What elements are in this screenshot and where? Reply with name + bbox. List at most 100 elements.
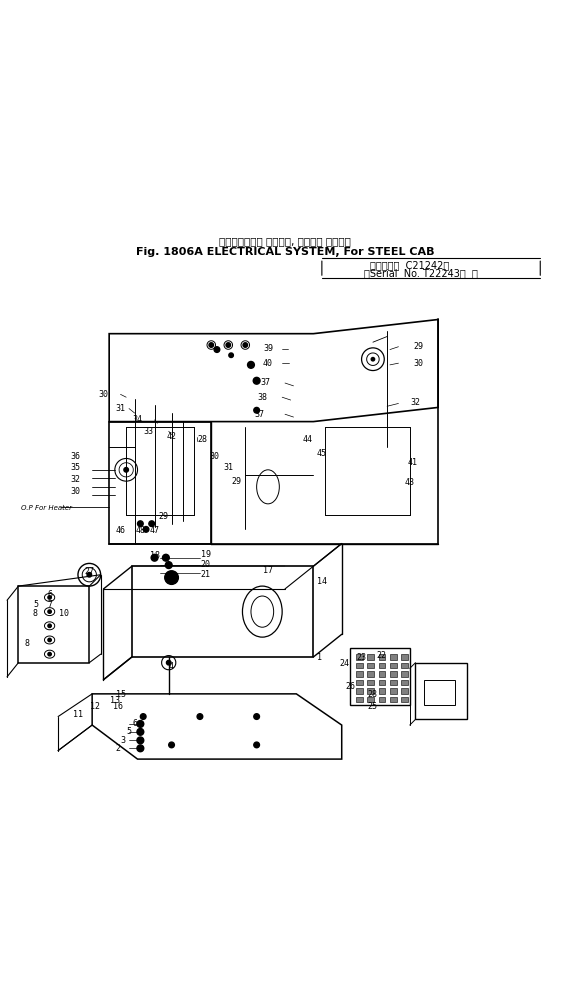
- Text: 33: 33: [144, 426, 154, 435]
- Circle shape: [166, 661, 171, 666]
- Text: 39: 39: [263, 344, 273, 353]
- Text: 31: 31: [223, 463, 233, 472]
- Text: 14: 14: [317, 577, 327, 586]
- Circle shape: [209, 343, 214, 348]
- Text: 23: 23: [357, 653, 367, 662]
- Text: 18: 18: [149, 551, 160, 560]
- Circle shape: [165, 562, 172, 569]
- Bar: [390, 688, 397, 694]
- Bar: [378, 697, 385, 703]
- Text: 34: 34: [132, 415, 142, 424]
- Bar: [356, 663, 363, 669]
- Text: （Serial  No. T22243～  ）: （Serial No. T22243～ ）: [364, 268, 478, 278]
- Text: 6: 6: [47, 590, 52, 599]
- Bar: [390, 671, 397, 677]
- Circle shape: [254, 742, 259, 748]
- Text: （適用号機  C21242～: （適用号機 C21242～: [370, 259, 449, 269]
- Circle shape: [149, 522, 154, 527]
- Text: 15: 15: [116, 689, 125, 699]
- Bar: [378, 655, 385, 661]
- Text: 45: 45: [317, 449, 327, 458]
- Bar: [356, 688, 363, 694]
- Text: 43: 43: [405, 477, 415, 486]
- Text: 31: 31: [116, 403, 125, 412]
- Text: 46: 46: [116, 526, 125, 534]
- Bar: [378, 680, 385, 685]
- Bar: [356, 680, 363, 685]
- Circle shape: [137, 738, 144, 744]
- Circle shape: [137, 721, 144, 728]
- Circle shape: [48, 624, 51, 628]
- Circle shape: [137, 729, 144, 736]
- Circle shape: [48, 639, 51, 642]
- Text: 2: 2: [115, 743, 120, 752]
- Circle shape: [371, 358, 374, 362]
- Text: 30: 30: [99, 389, 108, 398]
- Text: 6: 6: [132, 718, 137, 727]
- Text: 29: 29: [413, 341, 424, 350]
- Text: 4: 4: [169, 662, 174, 670]
- Text: 44: 44: [303, 435, 313, 444]
- Text: 3: 3: [121, 735, 126, 744]
- Circle shape: [87, 573, 92, 578]
- Text: 28: 28: [198, 435, 207, 444]
- Text: 1: 1: [316, 653, 321, 662]
- Text: 29: 29: [158, 511, 168, 521]
- Circle shape: [229, 354, 233, 358]
- Circle shape: [226, 343, 230, 348]
- Circle shape: [48, 597, 51, 599]
- Bar: [356, 655, 363, 661]
- Circle shape: [214, 347, 220, 353]
- Text: 47: 47: [149, 526, 160, 534]
- Circle shape: [243, 343, 247, 348]
- Text: 12: 12: [90, 701, 100, 710]
- Text: 36: 36: [70, 452, 80, 460]
- Circle shape: [254, 714, 259, 720]
- Bar: [367, 680, 374, 685]
- Text: 29: 29: [232, 476, 242, 485]
- Text: 42: 42: [166, 432, 177, 441]
- Bar: [401, 697, 408, 703]
- Text: 8: 8: [33, 608, 38, 617]
- Text: 35: 35: [70, 463, 80, 472]
- Text: 7: 7: [47, 599, 52, 608]
- Text: 27: 27: [84, 567, 94, 576]
- Bar: [390, 655, 397, 661]
- Text: 37: 37: [260, 378, 270, 387]
- Bar: [424, 680, 455, 706]
- Text: 48: 48: [135, 526, 145, 534]
- Circle shape: [197, 714, 203, 720]
- Text: 30: 30: [70, 487, 80, 496]
- Text: 32: 32: [410, 397, 421, 407]
- Circle shape: [48, 610, 51, 613]
- Text: 32: 32: [70, 474, 80, 483]
- Bar: [367, 663, 374, 669]
- Bar: [367, 655, 374, 661]
- Text: 20: 20: [201, 560, 210, 569]
- Text: 26: 26: [345, 681, 355, 690]
- Bar: [401, 663, 408, 669]
- Text: 41: 41: [408, 458, 418, 466]
- Text: 25: 25: [368, 701, 378, 710]
- Text: 21: 21: [201, 570, 210, 579]
- Text: 38: 38: [257, 392, 267, 401]
- Text: 40: 40: [263, 358, 273, 367]
- Bar: [390, 663, 397, 669]
- Bar: [367, 671, 374, 677]
- Circle shape: [162, 555, 169, 562]
- Bar: [367, 697, 374, 703]
- Text: 8: 8: [25, 639, 30, 648]
- Bar: [356, 697, 363, 703]
- Circle shape: [165, 571, 178, 585]
- Text: 11: 11: [73, 710, 83, 719]
- Circle shape: [137, 522, 143, 527]
- Circle shape: [140, 714, 146, 720]
- Text: O.P For Heater: O.P For Heater: [21, 504, 72, 510]
- Text: 24: 24: [340, 659, 349, 668]
- Bar: [356, 671, 363, 677]
- Text: 28: 28: [368, 689, 378, 699]
- Circle shape: [253, 378, 260, 385]
- Circle shape: [151, 555, 158, 562]
- Circle shape: [143, 527, 149, 532]
- Text: Fig. 1806A ELECTRICAL SYSTEM, For STEEL CAB: Fig. 1806A ELECTRICAL SYSTEM, For STEEL …: [136, 247, 434, 257]
